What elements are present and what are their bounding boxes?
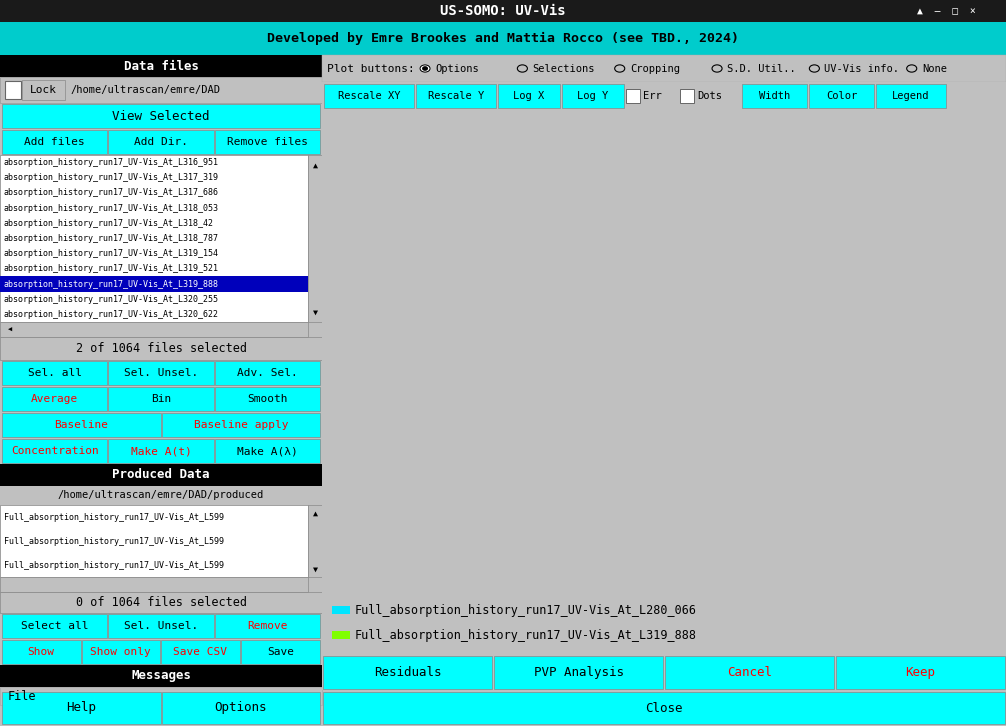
Text: Smooth: Smooth: [247, 394, 288, 404]
Text: /home/ultrascan/emre/DAD/produced: /home/ultrascan/emre/DAD/produced: [58, 491, 265, 500]
Text: Plot buttons:: Plot buttons:: [327, 63, 414, 73]
Text: US-SOMO: UV-Vis: US-SOMO: UV-Vis: [441, 4, 565, 18]
Text: 2 of 1064 files selected: 2 of 1064 files selected: [75, 342, 246, 355]
Text: Show only: Show only: [91, 647, 151, 657]
Text: Remove files: Remove files: [226, 137, 308, 147]
Text: Sel. all: Sel. all: [28, 368, 81, 378]
Text: Full_absorption_history_run17_UV-Vis_At_L599: Full_absorption_history_run17_UV-Vis_At_…: [4, 513, 224, 521]
Text: ▼: ▼: [313, 308, 318, 317]
Text: Dots: Dots: [697, 91, 722, 101]
Text: Log X: Log X: [513, 91, 544, 101]
Text: Sel. Unsel.: Sel. Unsel.: [124, 368, 198, 378]
Text: absorption_history_run17_UV-Vis_At_L319_154: absorption_history_run17_UV-Vis_At_L319_…: [4, 249, 219, 258]
Text: Err: Err: [643, 91, 662, 101]
Text: Cropping: Cropping: [630, 63, 680, 73]
Text: None: None: [921, 63, 947, 73]
Text: Keep: Keep: [905, 666, 936, 679]
Text: Baseline: Baseline: [54, 420, 109, 430]
Text: Adv. Sel.: Adv. Sel.: [237, 368, 298, 378]
Text: Rescale XY: Rescale XY: [338, 91, 400, 101]
Text: Options: Options: [214, 701, 267, 714]
Text: Remove: Remove: [247, 621, 288, 631]
Text: ▼: ▼: [313, 565, 318, 574]
Text: Rescale Y: Rescale Y: [428, 91, 484, 101]
Text: ◀: ◀: [8, 327, 12, 333]
Text: absorption_history_run17_UV-Vis_At_L318_42: absorption_history_run17_UV-Vis_At_L318_…: [4, 219, 214, 228]
Text: Messages: Messages: [131, 669, 191, 682]
FancyBboxPatch shape: [19, 2, 24, 10]
Text: absorption_history_run17_UV-Vis_At_L317_686: absorption_history_run17_UV-Vis_At_L317_…: [4, 189, 219, 197]
Text: Color: Color: [826, 91, 857, 101]
Text: absorption_history_run17_UV-Vis_At_L318_053: absorption_history_run17_UV-Vis_At_L318_…: [4, 203, 219, 213]
Text: Close: Close: [645, 701, 683, 714]
Text: Add Dir.: Add Dir.: [134, 137, 188, 147]
Text: File: File: [8, 690, 36, 703]
Text: Baseline apply: Baseline apply: [193, 420, 288, 430]
Text: absorption_history_run17_UV-Vis_At_L317_319: absorption_history_run17_UV-Vis_At_L317_…: [4, 174, 219, 182]
Text: PVP Analysis: PVP Analysis: [533, 666, 624, 679]
Text: ▲  –  □  ×: ▲ – □ ×: [917, 6, 976, 16]
Text: Log Y: Log Y: [577, 91, 609, 101]
FancyBboxPatch shape: [12, 12, 18, 20]
Text: Bin: Bin: [151, 394, 171, 404]
Text: ▲: ▲: [313, 160, 318, 169]
Text: Sel. Unsel.: Sel. Unsel.: [124, 621, 198, 631]
Text: absorption_history_run17_UV-Vis_At_L319_888: absorption_history_run17_UV-Vis_At_L319_…: [4, 280, 219, 288]
Text: absorption_history_run17_UV-Vis_At_L320_622: absorption_history_run17_UV-Vis_At_L320_…: [4, 310, 219, 319]
Text: Full_absorption_history_run17_UV-Vis_At_L319_888: Full_absorption_history_run17_UV-Vis_At_…: [355, 629, 697, 642]
Text: S.D. Util..: S.D. Util..: [727, 63, 796, 73]
X-axis label: Time [s]: Time [s]: [654, 616, 724, 632]
FancyBboxPatch shape: [12, 2, 18, 10]
Text: Add files: Add files: [24, 137, 86, 147]
Text: absorption_history_run17_UV-Vis_At_L316_951: absorption_history_run17_UV-Vis_At_L316_…: [4, 158, 219, 167]
Text: Show: Show: [28, 647, 54, 657]
Text: 0 of 1064 files selected: 0 of 1064 files selected: [75, 596, 246, 609]
Text: Make A(t): Make A(t): [131, 446, 191, 456]
Text: Data files: Data files: [124, 60, 198, 73]
Text: UV-Vis info.: UV-Vis info.: [825, 63, 899, 73]
Text: Make A(λ): Make A(λ): [237, 446, 298, 456]
Text: Developed by Emre Brookes and Mattia Rocco (see TBD., 2024): Developed by Emre Brookes and Mattia Roc…: [267, 32, 739, 45]
Text: Legend: Legend: [892, 91, 930, 101]
Text: Save CSV: Save CSV: [173, 647, 227, 657]
Text: Produced Data: Produced Data: [113, 468, 209, 481]
Text: Width: Width: [759, 91, 790, 101]
Text: View Selected: View Selected: [113, 110, 209, 123]
Text: Full_absorption_history_run17_UV-Vis_At_L599: Full_absorption_history_run17_UV-Vis_At_…: [4, 560, 224, 569]
Text: absorption_history_run17_UV-Vis_At_L320_255: absorption_history_run17_UV-Vis_At_L320_…: [4, 295, 219, 303]
Text: absorption_history_run17_UV-Vis_At_L318_787: absorption_history_run17_UV-Vis_At_L318_…: [4, 234, 219, 243]
Text: ▲: ▲: [313, 508, 318, 518]
Text: Save: Save: [267, 647, 294, 657]
Text: Help: Help: [66, 701, 97, 714]
Text: absorption_history_run17_UV-Vis_At_L319_521: absorption_history_run17_UV-Vis_At_L319_…: [4, 264, 219, 274]
FancyBboxPatch shape: [5, 12, 11, 20]
Text: /home/ultrascan/emre/DAD: /home/ultrascan/emre/DAD: [70, 85, 220, 95]
Text: Average: Average: [31, 394, 78, 404]
Text: Cancel: Cancel: [727, 666, 772, 679]
FancyBboxPatch shape: [5, 2, 11, 10]
Text: Concentration: Concentration: [11, 446, 99, 456]
Y-axis label: A(t) [a.u.]: A(t) [a.u.]: [325, 308, 338, 396]
FancyBboxPatch shape: [19, 12, 24, 20]
Text: Selections: Selections: [532, 63, 595, 73]
Text: Lock: Lock: [30, 85, 57, 95]
Text: Select all: Select all: [21, 621, 89, 631]
Text: Full_absorption_history_run17_UV-Vis_At_L280_066: Full_absorption_history_run17_UV-Vis_At_…: [355, 604, 697, 617]
Text: Residuals: Residuals: [374, 666, 442, 679]
Text: Full_absorption_history_run17_UV-Vis_At_L599: Full_absorption_history_run17_UV-Vis_At_…: [4, 537, 224, 545]
Text: Options: Options: [436, 63, 479, 73]
